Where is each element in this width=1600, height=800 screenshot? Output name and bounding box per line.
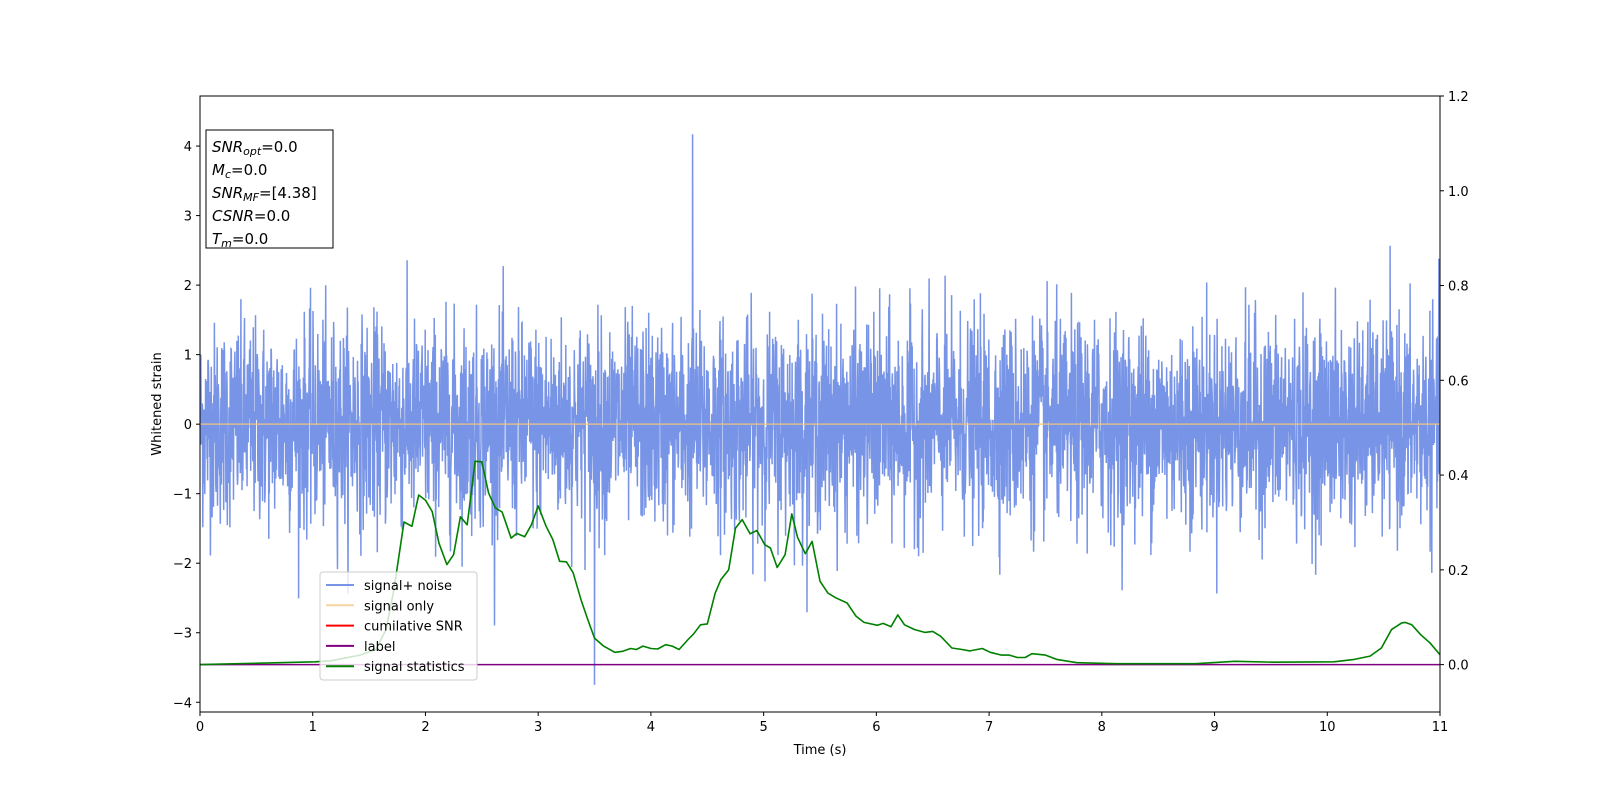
legend-label: signal+ noise	[364, 579, 452, 594]
x-axis-label: Time (s)	[793, 743, 847, 758]
x-tick-label: 2	[421, 720, 429, 735]
axes-frame	[199, 95, 1441, 713]
x-tick-label: 5	[759, 720, 767, 735]
y-axis-right: 0.0 0.2 0.4 0.6 0.8 1.0 1.2	[1440, 90, 1469, 674]
legend: signal+ noise signal only cumilative SNR la…	[319, 571, 478, 681]
y-tick-label: 1	[184, 349, 192, 364]
x-tick-label: 9	[1210, 720, 1218, 735]
y-axis-label: Whitened strain	[150, 352, 165, 455]
annotation-box: SNRopt=0.0Mc=0.0SNRMF=[4.38]CSNR=0.0Tm=0…	[205, 129, 334, 250]
y-tick-label: 0	[184, 418, 192, 433]
annotation-line: Tm=0.0	[212, 230, 268, 250]
annotation-value: =0.0	[254, 207, 290, 225]
series-signal-statistics	[200, 460, 1440, 666]
annotation-var: SNR	[212, 184, 243, 202]
annotation-line: Mc=0.0	[212, 161, 267, 181]
x-tick-label: 4	[647, 720, 655, 735]
legend-label: cumilative SNR	[364, 620, 463, 635]
y2-tick-label: 0.6	[1448, 374, 1469, 389]
annotation-sub: m	[221, 237, 232, 250]
annotation-value: =0.0	[231, 161, 267, 179]
y-tick-label: −3	[173, 627, 192, 642]
annotation-var: T	[212, 230, 223, 248]
x-tick-label: 10	[1319, 720, 1336, 735]
annotation-sub: MF	[243, 191, 259, 204]
x-tick-label: 3	[534, 720, 542, 735]
annotation-sub: c	[225, 168, 231, 181]
y2-tick-label: 1.0	[1448, 185, 1469, 200]
x-tick-label: 11	[1432, 720, 1449, 735]
annotation-var: M	[212, 161, 225, 179]
y2-tick-label: 0.2	[1448, 564, 1469, 579]
legend-label: signal only	[364, 599, 434, 614]
x-tick-label: 7	[985, 720, 993, 735]
y-tick-label: 4	[184, 140, 192, 155]
annotation-line: SNRopt=0.0	[212, 138, 298, 158]
y2-tick-label: 0.0	[1448, 659, 1469, 674]
annotation-value: =[4.38]	[259, 184, 317, 202]
series-signal-noise	[200, 134, 1440, 685]
x-tick-label: 0	[196, 720, 204, 735]
legend-label: signal statistics	[364, 660, 465, 675]
annotation-line: CSNR=0.0	[212, 207, 290, 225]
annotation-var: SNR	[212, 138, 243, 156]
annotation-var: CSNR	[212, 207, 254, 225]
y-tick-label: −1	[173, 488, 192, 503]
annotation-line: SNRMF=[4.38]	[212, 184, 317, 204]
y2-tick-label: 1.2	[1448, 90, 1469, 105]
y2-tick-label: 0.4	[1448, 469, 1469, 484]
legend-label: label	[364, 640, 395, 655]
x-tick-label: 6	[872, 720, 880, 735]
y-tick-label: −2	[173, 557, 192, 572]
x-tick-label: 1	[309, 720, 317, 735]
y2-tick-label: 0.8	[1448, 280, 1469, 295]
y-axis-left: −4 −3 −2 −1 0 1 2 3 4	[173, 140, 200, 711]
y-tick-label: 2	[184, 279, 192, 294]
x-tick-label: 8	[1098, 720, 1106, 735]
annotation-value: =0.0	[261, 138, 297, 156]
y-tick-label: 3	[184, 210, 192, 225]
annotation-value: =0.0	[232, 230, 268, 248]
y-tick-label: −4	[173, 696, 192, 711]
annotation-sub: opt	[243, 145, 262, 158]
x-axis: 0 1 2 3 4 5 6 7 8 9 10 11	[196, 712, 1448, 735]
